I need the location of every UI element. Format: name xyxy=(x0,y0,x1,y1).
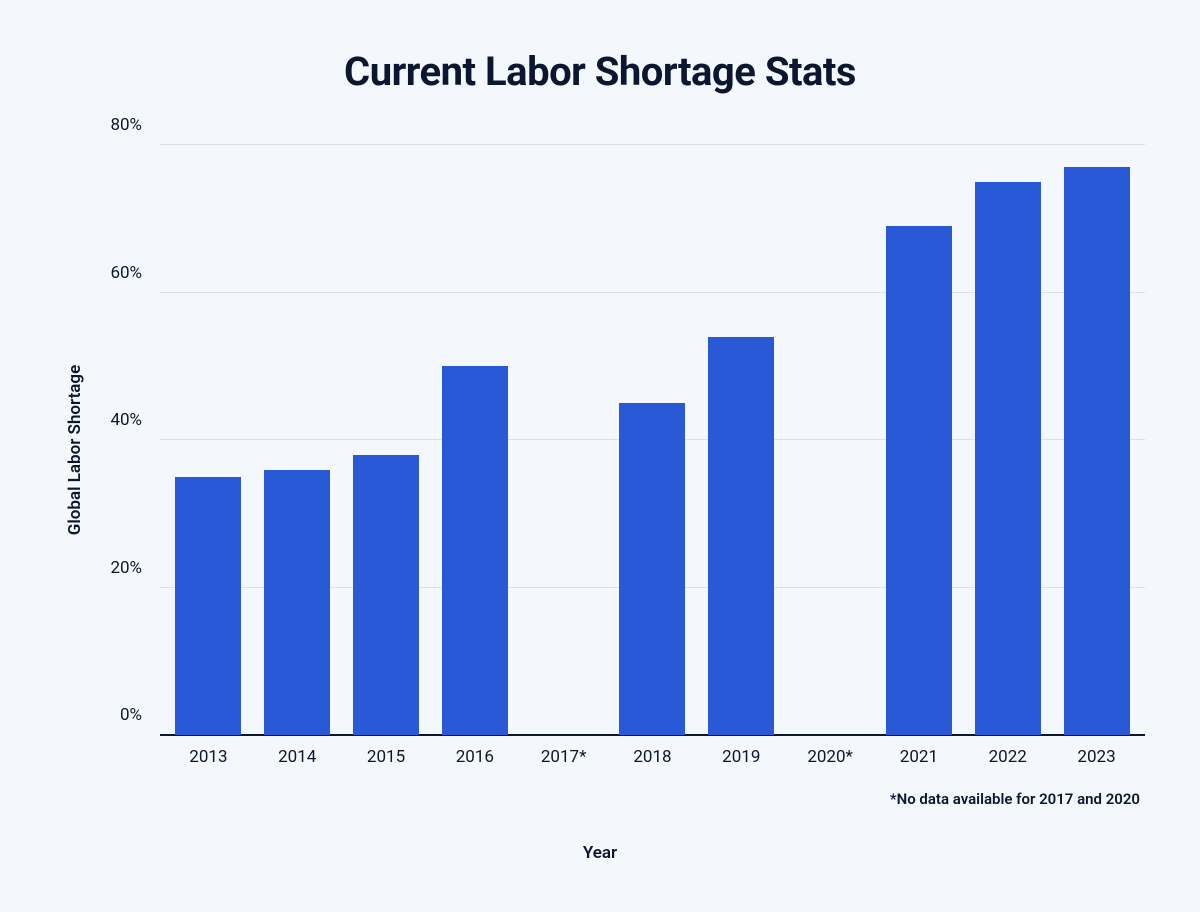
bar xyxy=(975,182,1041,735)
bar xyxy=(886,226,952,735)
x-tick-label: 2014 xyxy=(278,747,316,767)
bar-slot: 2017* xyxy=(519,145,608,735)
y-tick-label: 60% xyxy=(110,263,142,283)
bar-slot: 2021 xyxy=(875,145,964,735)
x-tick-label: 2019 xyxy=(722,747,760,767)
bar-slot: 2016 xyxy=(430,145,519,735)
chart-title: Current Labor Shortage Stats xyxy=(0,48,1200,95)
y-tick-label: 0% xyxy=(120,705,142,725)
y-tick-label: 20% xyxy=(110,558,142,578)
x-tick-label: 2017* xyxy=(541,747,587,767)
y-tick-label: 80% xyxy=(110,115,142,135)
x-tick-label: 2016 xyxy=(456,747,494,767)
bar xyxy=(708,337,774,735)
x-tick-label: 2022 xyxy=(989,747,1027,767)
bar-slot: 2022 xyxy=(963,145,1052,735)
bar xyxy=(1064,167,1130,735)
x-tick-label: 2018 xyxy=(633,747,671,767)
plot-area: 0% 20% 40% 60% 80% 2013 2014 2015 2016 2… xyxy=(160,145,1145,735)
x-tick-label: 2021 xyxy=(900,747,938,767)
x-tick-label: 2015 xyxy=(367,747,405,767)
bar-slot: 2019 xyxy=(697,145,786,735)
x-tick-label: 2020* xyxy=(807,747,853,767)
bar-slot: 2014 xyxy=(253,145,342,735)
bar-slot: 2020* xyxy=(786,145,875,735)
bars-container: 2013 2014 2015 2016 2017* 2018 2019 202 xyxy=(160,145,1145,735)
bar xyxy=(442,366,508,735)
chart-footnote: *No data available for 2017 and 2020 xyxy=(890,790,1140,808)
y-tick-label: 40% xyxy=(110,410,142,430)
bar xyxy=(264,470,330,736)
bar xyxy=(175,477,241,735)
x-tick-label: 2013 xyxy=(189,747,227,767)
bar-slot: 2015 xyxy=(342,145,431,735)
y-axis-title: Global Labor Shortage xyxy=(65,365,85,535)
bar xyxy=(619,403,685,735)
bar-slot: 2013 xyxy=(164,145,253,735)
bar xyxy=(353,455,419,735)
x-axis-title: Year xyxy=(0,843,1200,863)
x-tick-label: 2023 xyxy=(1077,747,1115,767)
bar-slot: 2023 xyxy=(1052,145,1141,735)
bar-slot: 2018 xyxy=(608,145,697,735)
